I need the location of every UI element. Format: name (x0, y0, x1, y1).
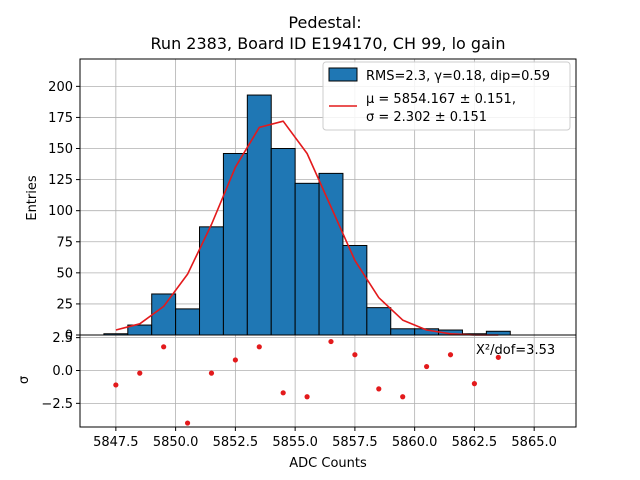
residual-point (113, 382, 119, 388)
residual-x-tick-label: 5862.5 (452, 435, 498, 450)
histogram-bar (294, 182, 320, 336)
residual-point (376, 386, 382, 392)
histogram-y-tick-label: 100 (48, 204, 73, 219)
gaussian-fit-line (115, 120, 499, 336)
residual-point (304, 394, 310, 400)
histogram-y-tick-label: 50 (56, 266, 73, 281)
histogram-y-tick-label: 200 (48, 80, 73, 95)
residual-point (400, 394, 406, 400)
residual-y-label: σ (17, 376, 32, 384)
histogram-bar (270, 148, 296, 336)
legend-histogram-swatch (328, 67, 358, 82)
residual-x-tick-label: 5847.5 (93, 435, 139, 450)
residual-x-tick-label: 5852.5 (213, 435, 259, 450)
residual-point (352, 352, 358, 358)
histogram-y-tick-label: 0 (65, 329, 73, 344)
residual-x-tick-label: 5860.0 (392, 435, 438, 450)
residual-points (113, 338, 501, 426)
histogram-bar (366, 307, 392, 336)
residual-point (447, 352, 454, 358)
legend-histogram-label: RMS=2.3, γ=0.18, dip=0.59 (366, 69, 550, 84)
residual-point (208, 370, 215, 376)
residual-x-ticks: 5847.5 5850.0 5852.5 5855.0 5857.5 5860.0 5862… (93, 427, 557, 450)
residual-x-tick-label: 5865.0 (511, 435, 557, 450)
histogram-bar (151, 293, 177, 336)
residual-y-ticks: 2.5 0.0 −2.5 (41, 331, 80, 412)
legend-fit-label-line-2: σ = 2.302 ± 0.151 (366, 110, 487, 125)
legend: RMS=2.3, γ=0.18, dip=0.59 μ = 5854.167 ±… (322, 61, 571, 131)
histogram-bar (390, 328, 416, 336)
residual-x-tick-label: 5850.0 (153, 435, 199, 450)
histogram-bars (103, 94, 511, 336)
histogram-y-tick-label: 25 (56, 297, 73, 312)
histogram-bar (175, 308, 201, 336)
chi2-annotation: X²/dof=3.53 (476, 343, 555, 358)
histogram-y-tick-label: 125 (48, 173, 73, 188)
residual-y-tick-label: −2.5 (41, 397, 73, 412)
legend-box (322, 61, 571, 131)
residual-point (161, 344, 167, 350)
residual-grid (80, 335, 576, 427)
histogram-y-tick-label: 175 (48, 111, 73, 126)
residual-frame (79, 334, 577, 428)
chart-title-line-2: Run 2383, Board ID E194170, CH 99, lo ga… (151, 34, 506, 53)
histogram-bar (318, 172, 344, 336)
residual-point (424, 363, 430, 370)
residual-y-tick-label: 0.0 (52, 364, 73, 379)
residual-point (471, 381, 478, 387)
residual-point (328, 338, 334, 345)
residual-point (495, 354, 501, 360)
residual-point (280, 390, 286, 396)
residual-point (137, 370, 143, 376)
histogram-y-ticks: 0 25 50 75 100 125 150 175 200 (48, 80, 80, 344)
chart-title-line-1: Pedestal: (288, 13, 361, 32)
legend-fit-label-line-1: μ = 5854.167 ± 0.151, (366, 92, 516, 107)
histogram-bar (246, 94, 272, 336)
residual-x-tick-label: 5857.5 (332, 435, 378, 450)
residual-point (256, 344, 262, 350)
residual-point (232, 357, 238, 363)
residual-panel: 2.5 0.0 −2.5 5847.5 5850.0 5852.5 5855.0 5857.… (17, 331, 577, 471)
histogram-bar (222, 152, 248, 336)
residual-y-tick-label: 2.5 (52, 331, 73, 346)
residual-x-label: ADC Counts (289, 456, 367, 471)
residual-point (184, 420, 191, 426)
histogram-y-tick-label: 75 (56, 235, 73, 250)
residual-x-tick-label: 5855.0 (272, 435, 318, 450)
histogram-y-tick-label: 150 (48, 142, 73, 157)
histogram-y-label: Entries (25, 175, 40, 221)
